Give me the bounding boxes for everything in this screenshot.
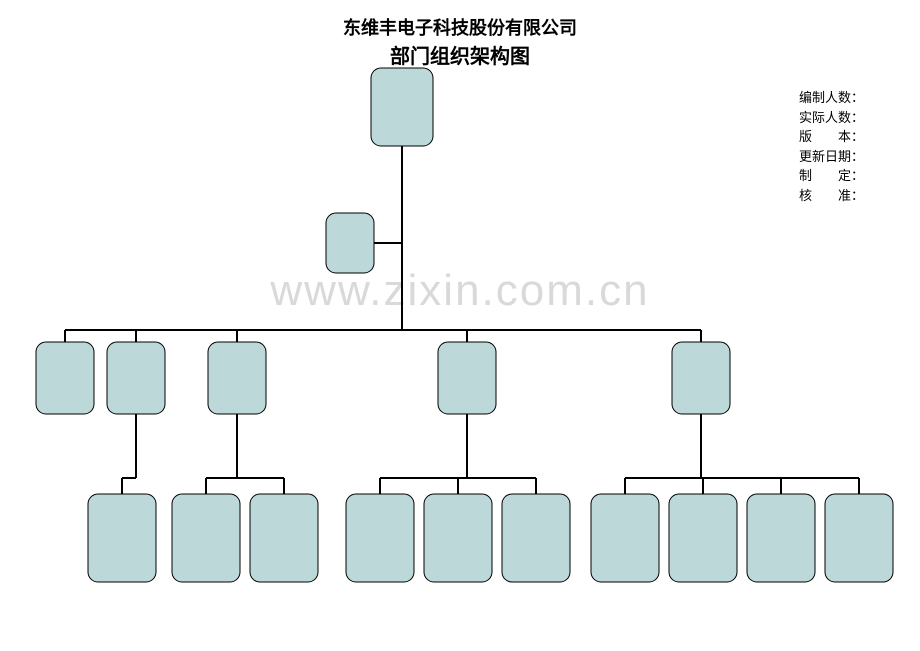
- org-node-l3_9: [747, 494, 815, 582]
- org-chart: [0, 0, 920, 651]
- org-node-l3_6: [502, 494, 570, 582]
- org-node-l3_3: [250, 494, 318, 582]
- org-node-l3_7: [591, 494, 659, 582]
- org-node-l2_4: [438, 342, 496, 414]
- org-node-l3_8: [669, 494, 737, 582]
- org-node-l3_1: [88, 494, 156, 582]
- org-node-asst: [326, 213, 374, 273]
- org-node-l2_5: [672, 342, 730, 414]
- org-node-l2_1: [36, 342, 94, 414]
- org-node-root: [371, 68, 433, 146]
- org-node-l3_4: [346, 494, 414, 582]
- org-node-l3_2: [172, 494, 240, 582]
- org-node-l3_10: [825, 494, 893, 582]
- org-node-l2_3: [208, 342, 266, 414]
- org-node-l2_2: [107, 342, 165, 414]
- org-node-l3_5: [424, 494, 492, 582]
